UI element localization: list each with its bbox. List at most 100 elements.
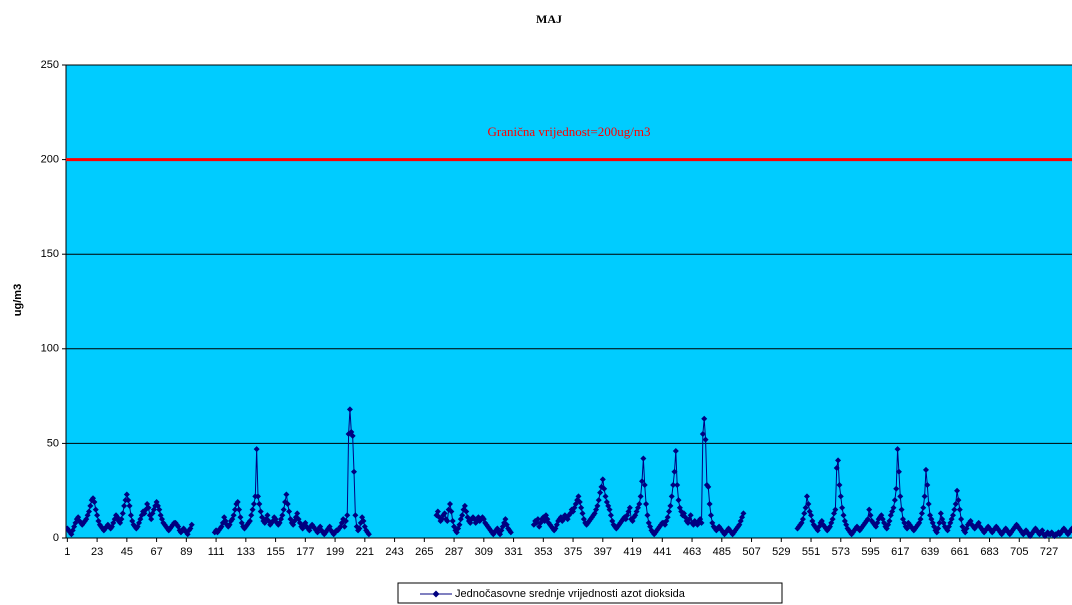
- data-point: [801, 510, 808, 517]
- x-tick-label: 419: [623, 546, 641, 558]
- data-point: [264, 512, 271, 519]
- data-point: [668, 493, 675, 500]
- data-point: [576, 499, 583, 506]
- x-tick-label: 397: [594, 546, 612, 558]
- data-point: [958, 516, 965, 523]
- data-point: [936, 519, 943, 526]
- data-point: [832, 506, 839, 513]
- data-point: [256, 500, 263, 507]
- data-point: [833, 464, 840, 471]
- data-point: [246, 517, 253, 524]
- data-point: [672, 447, 679, 454]
- data-point: [829, 516, 836, 523]
- data-point: [805, 500, 812, 507]
- data-point: [356, 525, 363, 532]
- data-point: [119, 510, 126, 517]
- data-point: [626, 504, 633, 511]
- data-point: [280, 506, 287, 513]
- x-tick-label: 705: [1010, 546, 1028, 558]
- data-point: [891, 497, 898, 504]
- data-point: [644, 512, 651, 519]
- y-axis-label: ug/m3: [12, 284, 24, 316]
- data-point: [230, 512, 237, 519]
- data-point: [955, 497, 962, 504]
- data-point: [602, 493, 609, 500]
- y-tick-label: 100: [41, 343, 59, 355]
- data-point: [255, 493, 262, 500]
- data-point: [236, 506, 243, 513]
- data-point: [951, 506, 958, 513]
- data-point: [636, 500, 643, 507]
- data-point: [284, 500, 291, 507]
- data-point: [840, 512, 847, 519]
- data-point: [866, 506, 873, 513]
- data-point: [643, 500, 650, 507]
- data-point: [937, 510, 944, 517]
- data-point: [836, 482, 843, 489]
- y-tick-label: 250: [41, 59, 59, 71]
- data-point: [641, 482, 648, 489]
- data-point: [507, 529, 514, 536]
- data-point: [799, 516, 806, 523]
- data-point: [145, 504, 152, 511]
- data-point: [534, 516, 541, 523]
- x-tick-label: 133: [237, 546, 255, 558]
- data-point: [434, 508, 441, 515]
- data-point: [352, 512, 359, 519]
- data-point: [237, 514, 244, 521]
- data-point: [92, 506, 99, 513]
- data-point: [886, 517, 893, 524]
- data-point: [449, 517, 456, 524]
- data-point: [121, 502, 128, 509]
- x-tick-label: 287: [445, 546, 463, 558]
- data-point: [670, 482, 677, 489]
- data-point: [341, 523, 348, 530]
- data-point: [447, 500, 454, 507]
- data-point: [148, 516, 155, 523]
- data-point: [699, 430, 706, 437]
- data-point: [606, 506, 613, 513]
- data-point: [234, 499, 241, 506]
- data-point: [601, 485, 608, 492]
- data-point: [918, 510, 925, 517]
- x-tick-label: 441: [653, 546, 671, 558]
- data-point: [740, 510, 747, 517]
- data-point: [94, 512, 101, 519]
- x-tick-label: 463: [683, 546, 701, 558]
- data-point: [707, 512, 714, 519]
- data-point: [1069, 525, 1072, 532]
- x-tick-label: 331: [504, 546, 522, 558]
- data-point: [232, 506, 239, 513]
- data-point: [461, 502, 468, 509]
- data-point: [365, 531, 372, 538]
- data-point: [294, 510, 301, 517]
- data-point: [897, 493, 904, 500]
- data-point: [674, 482, 681, 489]
- x-tick-label: 155: [266, 546, 284, 558]
- x-tick-label: 595: [861, 546, 879, 558]
- data-point: [701, 415, 708, 422]
- x-tick-label: 45: [121, 546, 133, 558]
- y-tick-label: 0: [53, 532, 59, 544]
- data-point: [349, 432, 356, 439]
- data-point: [808, 512, 815, 519]
- data-point: [91, 499, 98, 506]
- data-point: [599, 476, 606, 483]
- data-point: [924, 482, 931, 489]
- x-tick-label: 529: [772, 546, 790, 558]
- data-point: [806, 508, 813, 515]
- data-point: [639, 478, 646, 485]
- data-point: [922, 466, 929, 473]
- data-point: [123, 491, 130, 498]
- data-point: [444, 517, 451, 524]
- x-tick-label: 309: [475, 546, 493, 558]
- data-point: [666, 508, 673, 515]
- data-point: [463, 508, 470, 515]
- x-tick-label: 199: [326, 546, 344, 558]
- data-point: [678, 508, 685, 515]
- x-tick-label: 111: [208, 546, 225, 558]
- x-tick-label: 89: [180, 546, 192, 558]
- x-tick-label: 67: [150, 546, 162, 558]
- data-point: [502, 516, 509, 523]
